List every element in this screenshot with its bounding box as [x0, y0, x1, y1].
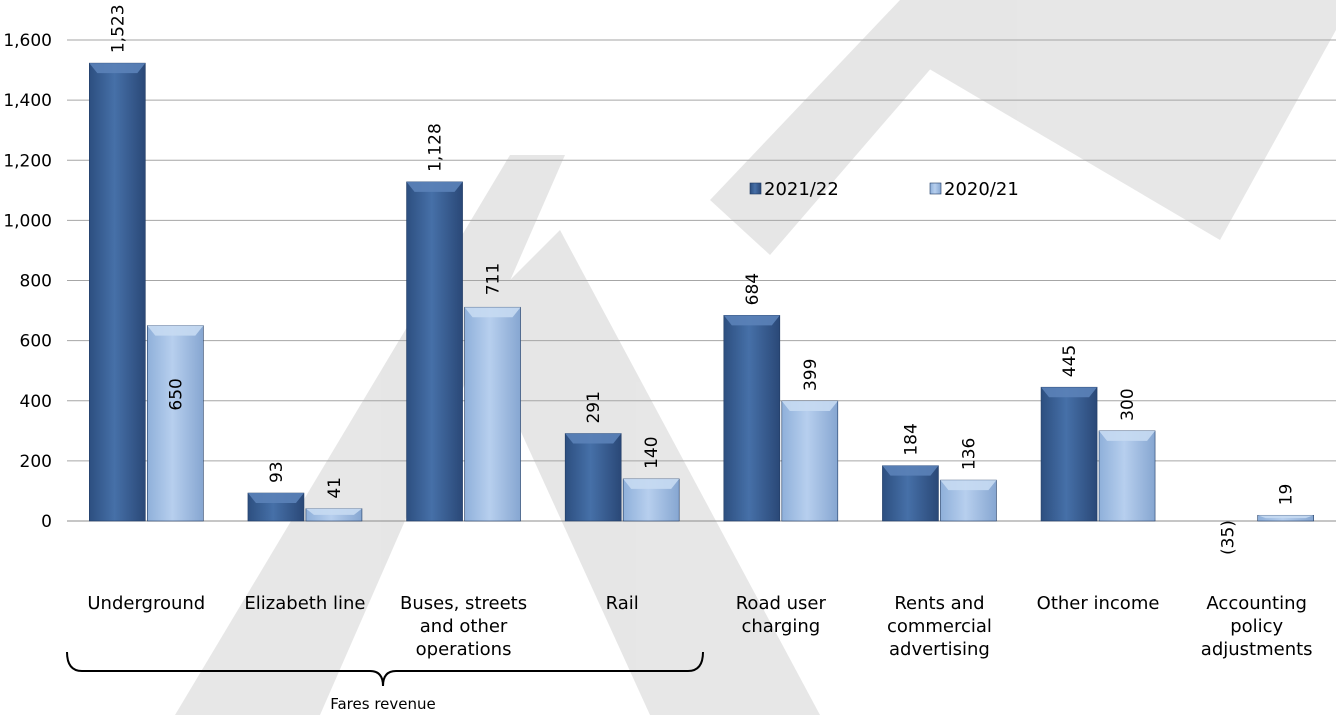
data-label: 399	[801, 359, 821, 391]
bar-bevel	[1257, 515, 1314, 519]
category-label: policy	[1230, 616, 1283, 637]
bar-bevel	[565, 433, 622, 444]
bar-bevel	[247, 493, 304, 504]
data-label: 19	[1277, 484, 1297, 506]
category-label: Elizabeth line	[244, 593, 365, 614]
bar-bevel	[1099, 430, 1156, 441]
legend-swatch	[929, 182, 942, 195]
legend-swatch	[749, 182, 762, 195]
y-tick-label: 1,200	[3, 151, 52, 171]
y-tick-label: 0	[41, 512, 52, 532]
bar-bevel	[940, 480, 997, 491]
bar-bevel	[781, 401, 838, 412]
data-label: 300	[1118, 388, 1138, 420]
bar-bevel	[464, 307, 521, 318]
category-label: and other	[420, 616, 508, 637]
bar-series-2021-22	[564, 433, 622, 522]
bar-series-2020-21	[464, 306, 521, 522]
data-label: 93	[267, 461, 287, 483]
category-label: Road user	[736, 593, 827, 614]
draft-watermark	[175, 0, 1336, 715]
bar-bevel	[147, 325, 204, 336]
bar-bevel	[1041, 387, 1098, 398]
legend-label: 2021/22	[764, 179, 839, 200]
category-label: Underground	[87, 593, 205, 614]
category-label: Rents and	[894, 593, 984, 614]
data-label: 684	[743, 273, 763, 305]
bar-series-2021-22	[406, 181, 463, 522]
data-label: 1,128	[426, 123, 446, 172]
y-tick-label: 400	[20, 392, 52, 412]
data-label: 445	[1060, 345, 1080, 377]
category-label: commercial	[887, 616, 992, 637]
category-label: Rail	[606, 593, 639, 614]
fares-brace	[66, 651, 704, 687]
y-axis-ticks: 0 200 400 600 800 1,000 1,200 1,400 1,600	[3, 31, 52, 532]
y-tick-label: 1,400	[3, 91, 52, 111]
data-labels: 1,523 650 93 41 1,128 711 291 140 684 399 184 136 44…	[108, 4, 1296, 555]
bar-series-2020-21	[781, 400, 839, 522]
data-label: 140	[642, 436, 662, 468]
category-label: operations	[416, 639, 512, 660]
category-label: advertising	[889, 639, 990, 660]
data-label: 650	[166, 378, 186, 410]
data-label: 291	[584, 391, 604, 423]
bar-series-2020-21	[147, 325, 204, 522]
bar-bevel	[723, 315, 780, 326]
bar-series-2021-22	[1040, 386, 1098, 522]
y-tick-label: 200	[20, 452, 52, 472]
category-label: Buses, streets	[400, 593, 527, 614]
bar-bevel	[882, 465, 939, 476]
data-label: 136	[959, 438, 979, 470]
y-tick-label: 600	[20, 332, 52, 352]
bars	[89, 62, 1314, 522]
data-label: 41	[325, 477, 345, 499]
y-tick-label: 1,000	[3, 211, 52, 231]
category-label: Other income	[1037, 593, 1160, 614]
bar-series-2021-22	[723, 315, 781, 522]
fares-revenue-label: Fares revenue	[330, 695, 436, 713]
bar-bevel	[305, 508, 362, 515]
category-label: charging	[741, 616, 820, 637]
data-label: (35)	[1219, 520, 1239, 555]
category-label: Accounting	[1206, 593, 1307, 614]
bar-series-2021-22	[89, 62, 146, 522]
bar-bevel	[623, 478, 680, 489]
category-labels: Underground Elizabeth line Buses, streetsa…	[87, 593, 1312, 660]
bar-series-2020-21	[1098, 430, 1156, 522]
data-label: 184	[901, 423, 921, 455]
data-label: 1,523	[108, 4, 128, 53]
fares-revenue-annotation: Fares revenue	[66, 651, 704, 713]
legend: 2021/22 2020/21	[749, 179, 1019, 200]
category-label: adjustments	[1201, 639, 1313, 660]
bar-bevel	[406, 181, 463, 192]
data-label: 711	[484, 263, 504, 295]
y-tick-label: 800	[20, 272, 52, 292]
legend-label: 2020/21	[944, 179, 1019, 200]
bar-bevel	[89, 63, 146, 74]
y-tick-label: 1,600	[3, 31, 52, 51]
